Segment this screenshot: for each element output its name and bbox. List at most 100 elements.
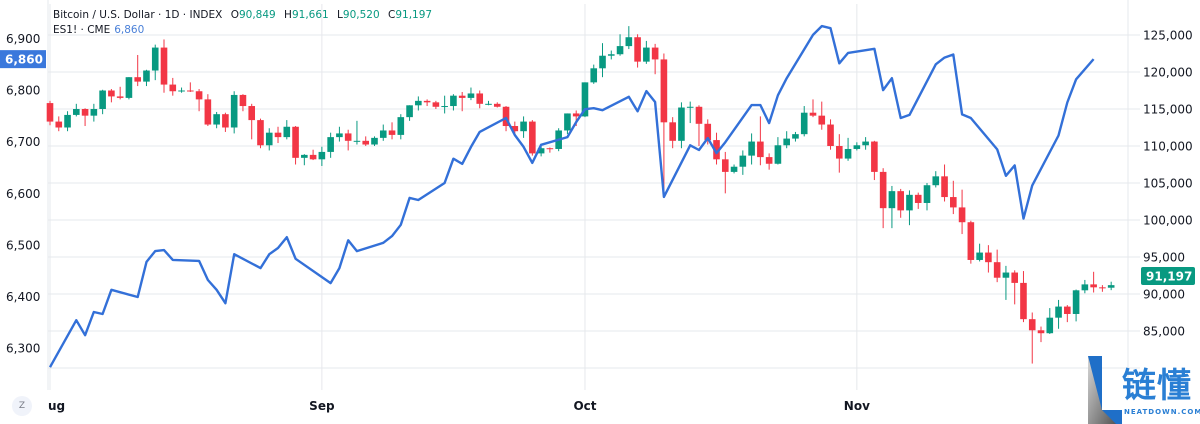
legend-symbol: Bitcoin / U.S. Dollar · 1D · INDEX	[53, 9, 223, 21]
candle-body	[388, 130, 396, 135]
candle	[800, 106, 808, 137]
candle-body	[230, 94, 238, 128]
candle	[765, 153, 773, 170]
right-axis-tick-label: 95,000	[1143, 251, 1185, 265]
candle-body	[950, 197, 957, 208]
candle	[1020, 271, 1027, 323]
candle-body	[301, 154, 308, 158]
candle-body	[441, 106, 448, 108]
candle-body	[362, 140, 370, 145]
right-axis-tick-label: 125,000	[1143, 29, 1193, 43]
candle-body	[327, 137, 334, 152]
candle-body	[292, 126, 299, 158]
candle	[923, 183, 931, 211]
candle	[1011, 270, 1018, 305]
candle-body	[309, 154, 317, 160]
candle-body	[511, 126, 519, 132]
time-axis-label: Oct	[573, 399, 596, 413]
candle-body	[739, 155, 747, 167]
legend-close: C91,197	[388, 9, 432, 21]
candle-body	[458, 95, 466, 98]
candle-body	[871, 141, 878, 172]
candle	[950, 180, 957, 215]
left-price-axis[interactable]: 6,900 6,800 6,700 6,600 6,500 6,400 6,300 6,860	[0, 32, 46, 356]
candle-body	[914, 194, 922, 203]
candle-body	[222, 114, 229, 128]
candle	[476, 90, 484, 109]
candle	[634, 34, 641, 68]
candle	[669, 117, 676, 149]
candle-body	[906, 194, 913, 211]
candle	[406, 105, 413, 121]
candle	[757, 116, 764, 166]
candle	[625, 26, 633, 50]
grid	[47, 0, 1140, 390]
candle-body	[809, 112, 817, 116]
candle	[371, 136, 378, 146]
logo-l-icon	[1088, 356, 1122, 424]
left-axis-tick-label: 6,500	[6, 238, 40, 252]
candle	[1002, 265, 1010, 300]
candle	[274, 126, 282, 144]
right-axis-tick-label: 110,000	[1143, 140, 1193, 154]
candle	[546, 147, 554, 153]
candle-body	[1081, 284, 1089, 291]
right-price-axis[interactable]: 125,000 120,000 115,000 110,000 105,000 100,0…	[1141, 29, 1195, 339]
candle-body	[985, 252, 992, 263]
time-axis[interactable]: ug Sep Oct Nov	[48, 399, 870, 413]
candle-body	[379, 130, 387, 138]
zoom-reset-button[interactable]: Z	[12, 396, 32, 416]
candle-body	[1072, 290, 1080, 314]
candle	[713, 132, 720, 165]
right-axis-tick-label: 90,000	[1143, 288, 1185, 302]
candle-body	[371, 137, 378, 145]
candle	[914, 192, 922, 209]
left-axis-tick-label: 6,900	[6, 32, 40, 46]
candle	[678, 102, 685, 149]
candle	[64, 111, 71, 132]
candle-body	[721, 159, 729, 172]
candle-body	[1002, 272, 1010, 278]
logo-subtext: NEATDOWN.COM	[1124, 408, 1200, 416]
legend-low-key: L	[337, 9, 343, 21]
candle-body	[353, 140, 361, 142]
legend-open-value: 90,849	[238, 9, 276, 21]
candle	[1090, 271, 1097, 293]
candle-body	[730, 166, 738, 172]
candle-body	[564, 113, 571, 131]
candle	[143, 69, 150, 87]
legend-es-name: ES1! · CME	[53, 24, 111, 36]
candle-body	[493, 103, 501, 107]
candle	[590, 64, 598, 84]
time-axis-label: Sep	[309, 399, 335, 413]
candle	[327, 132, 334, 158]
candle	[1107, 281, 1115, 291]
candle	[993, 249, 1001, 283]
candle	[55, 116, 63, 132]
candle-body	[774, 145, 782, 164]
candle-body	[406, 105, 413, 118]
candle-body	[537, 148, 545, 154]
candle	[1037, 326, 1045, 343]
candle	[879, 168, 887, 229]
left-axis-tick-label: 6,700	[6, 135, 40, 149]
candle	[1055, 299, 1062, 329]
candle	[116, 86, 124, 100]
candle	[160, 39, 168, 93]
candle	[827, 119, 834, 150]
candle-body	[1011, 272, 1018, 283]
candle	[792, 131, 799, 142]
candle-body	[336, 133, 343, 138]
candle-body	[616, 46, 624, 55]
candle	[248, 103, 256, 140]
candle	[292, 126, 299, 165]
candle-body	[143, 70, 150, 82]
candle-body	[1028, 319, 1036, 331]
candle-body	[1046, 317, 1054, 334]
logo-text: 链懂	[1122, 366, 1192, 406]
candle	[853, 142, 861, 151]
candle	[178, 87, 185, 93]
candle-body	[923, 185, 931, 203]
candle	[493, 102, 501, 108]
